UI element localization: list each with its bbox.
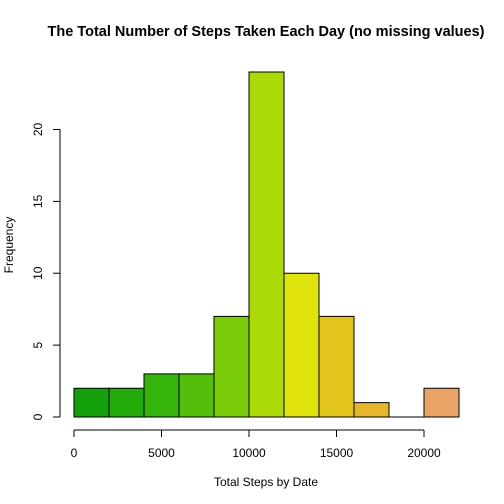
- y-tick-label: 15: [31, 194, 45, 208]
- histogram-bar: [143, 373, 180, 418]
- y-axis: 0 5 10 15 20: [31, 123, 61, 420]
- histogram-bar: [73, 387, 110, 418]
- y-axis-label: Frequency: [2, 217, 16, 274]
- x-axis-label: Total Steps by Date: [214, 475, 318, 489]
- histogram-bar: [283, 272, 320, 418]
- x-tick-label: 15000: [320, 446, 354, 460]
- x-tick-label: 5000: [148, 446, 175, 460]
- histogram-bar: [178, 373, 215, 418]
- histogram-bar: [318, 315, 355, 418]
- y-tick-label: 5: [31, 341, 45, 348]
- histogram-bar: [248, 71, 285, 418]
- bars-group: [73, 71, 460, 418]
- y-tick-label: 0: [31, 413, 45, 420]
- histogram-bar: [213, 315, 250, 418]
- histogram-bar: [423, 387, 460, 418]
- histogram-bar: [108, 387, 145, 418]
- y-tick-label: 20: [31, 123, 45, 137]
- x-tick-label: 20000: [407, 446, 441, 460]
- histogram-bar: [353, 402, 390, 418]
- chart-title: The Total Number of Steps Taken Each Day…: [48, 24, 485, 40]
- x-tick-label: 0: [71, 446, 78, 460]
- x-axis: 0 5000 10000 15000 20000: [71, 429, 441, 460]
- y-tick-label: 10: [31, 266, 45, 280]
- x-tick-label: 10000: [232, 446, 266, 460]
